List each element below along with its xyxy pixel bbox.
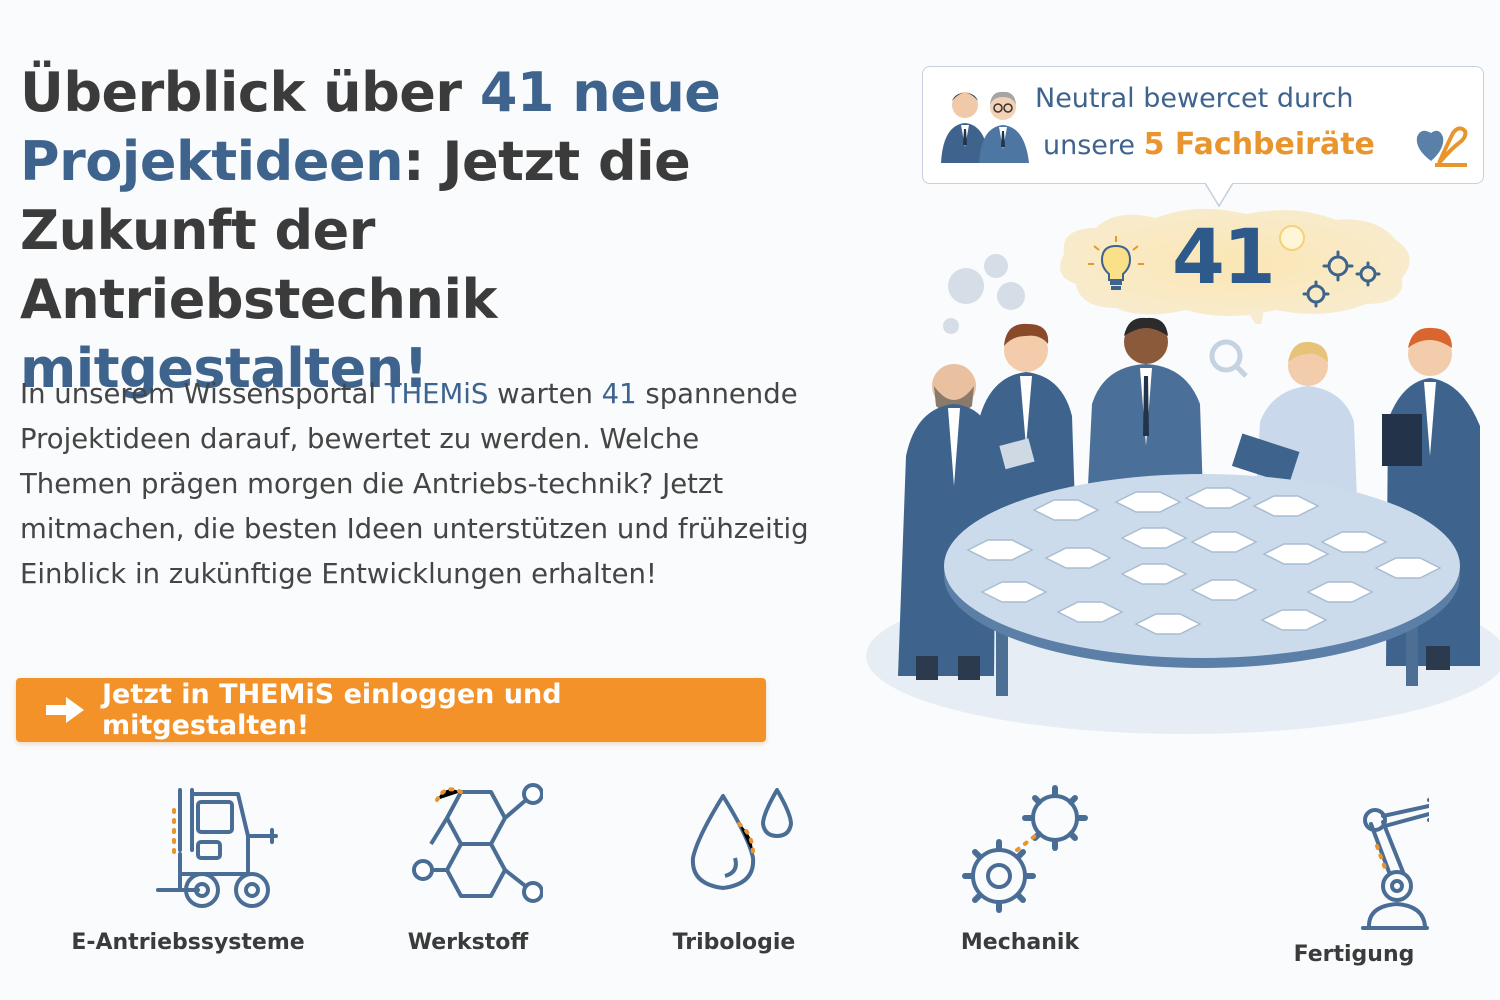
reviewers-callout: Neutral bewercet durch unsere 5 Fachbeir…: [922, 66, 1484, 184]
oil-drops-icon: [690, 788, 793, 890]
molecule-icon: [412, 783, 543, 903]
callout-highlight: 5 Fachbeiräte: [1143, 127, 1375, 162]
category-label: Fertigung: [1293, 942, 1415, 967]
intro-text: In unserem Wissensportal: [20, 378, 385, 410]
idea-count-badge: 41: [1172, 212, 1276, 301]
intro-text-2: warten: [488, 378, 602, 410]
page-headline: Überblick über 41 neue Projektideen: Jet…: [20, 58, 820, 403]
callout-prefix: unsere: [1043, 130, 1144, 161]
heart-hand-icon: [1416, 126, 1468, 167]
category-label: Werkstoff: [407, 930, 529, 955]
category-mechanik[interactable]: Mechanik: [900, 780, 1140, 955]
lightbulb-icon: [1088, 236, 1144, 290]
advisors-icon: [941, 91, 1029, 163]
portal-name: THEMiS: [384, 378, 489, 410]
idea-count: 41: [601, 378, 637, 410]
callout-pointer: [1205, 182, 1233, 208]
category-label: Tribologie: [672, 930, 796, 955]
cloud-gears-icon: [1279, 225, 1381, 308]
robot-arm-icon: [1361, 797, 1429, 930]
category-e-antriebssysteme[interactable]: E-Antriebssysteme: [68, 780, 308, 955]
category-tribologie[interactable]: Tribologie: [614, 780, 854, 955]
intro-paragraph: In unserem Wissensportal THEMiS warten 4…: [20, 372, 820, 597]
headline-highlight: 41 neue Projektideen: [20, 61, 721, 193]
headline-text-2: : Jetzt die Zukunft der Antriebstechnik: [20, 130, 691, 331]
intro-text-3: spannende Projektideen darauf, bewertet …: [20, 378, 809, 590]
category-label: Mechanik: [960, 930, 1080, 955]
arrow-right-icon: [46, 697, 84, 723]
category-fertigung[interactable]: Fertigung: [1234, 780, 1474, 967]
login-cta-button[interactable]: Jetzt in THEMiS einloggen und mitgestalt…: [16, 678, 766, 742]
team-meeting-illustration: [866, 254, 1500, 734]
gears-icon: [962, 785, 1088, 913]
category-werkstoff[interactable]: Werkstoff: [348, 780, 588, 955]
forklift-plug-icon: [156, 788, 278, 908]
category-label: E-Antriebssysteme: [71, 930, 305, 955]
headline-text: Überblick über: [20, 61, 480, 124]
headline-highlight-2: mitgestalten!: [20, 337, 428, 400]
cta-label: Jetzt in THEMiS einloggen und mitgestalt…: [102, 679, 562, 741]
callout-line-1: Neutral bewercet durch: [1035, 83, 1354, 114]
callout-line-2: unsere 5 Fachbeiräte: [1043, 127, 1375, 162]
